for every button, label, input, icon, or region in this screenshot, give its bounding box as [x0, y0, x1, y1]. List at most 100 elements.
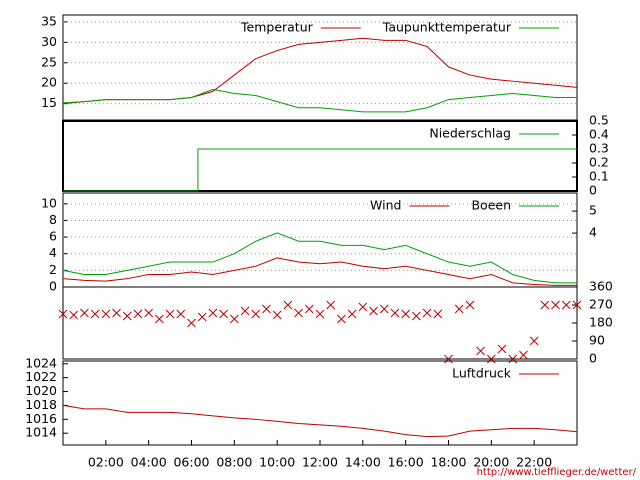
y2-tick-label: 5	[589, 203, 597, 218]
x-tick-label: 14:00	[345, 455, 381, 470]
scatter-point	[326, 300, 336, 310]
x-tick-label: 04:00	[131, 455, 167, 470]
scatter-point	[165, 309, 175, 319]
scatter-point	[519, 350, 528, 360]
scatter-point	[465, 300, 475, 310]
y2-tick-label: 4	[589, 225, 597, 240]
scatter-point	[551, 300, 560, 310]
y2-tick-label: 270	[589, 297, 613, 312]
scatter-point	[358, 302, 368, 312]
scatter-point	[508, 354, 518, 364]
y-tick-label: 4	[49, 245, 57, 260]
scatter-point	[497, 344, 507, 354]
scatter-point	[304, 304, 314, 314]
y-tick-label: 1020	[25, 383, 57, 398]
y-tick-label: 8	[49, 212, 57, 227]
y2-tick-label: 0.1	[589, 169, 609, 184]
scatter-point	[369, 306, 378, 316]
y-tick-label: 10	[41, 195, 57, 210]
scatter-point	[176, 309, 186, 319]
scatter-point	[208, 308, 218, 318]
y-tick-label: 30	[41, 34, 57, 49]
y-tick-label: 15	[41, 95, 57, 110]
series-line	[62, 257, 577, 286]
legend-label: Boeen	[471, 198, 511, 213]
scatter-point	[412, 311, 421, 321]
scatter-point	[155, 314, 164, 324]
scatter-point	[58, 309, 68, 319]
scatter-point	[187, 318, 196, 328]
scatter-point	[80, 308, 89, 318]
y2-tick-label: 0.2	[589, 155, 609, 170]
scatter-point	[240, 306, 250, 316]
scatter-point	[315, 309, 325, 319]
y-tick-label: 1024	[25, 355, 57, 370]
scatter-point	[390, 308, 400, 318]
y2-tick-label: 360	[589, 279, 613, 294]
panel-frame	[62, 120, 578, 192]
scatter-point	[572, 300, 582, 310]
scatter-point	[347, 309, 357, 319]
scatter-point	[529, 336, 539, 346]
y2-tick-label: 180	[589, 315, 613, 330]
y-tick-label: 0	[49, 279, 57, 294]
series-line	[62, 404, 578, 438]
x-tick-label: 10:00	[259, 455, 295, 470]
y2-tick-label: 0.3	[589, 141, 609, 156]
series-line	[62, 88, 577, 113]
scatter-point	[401, 309, 411, 319]
y2-tick-label: 0.5	[589, 113, 609, 128]
y-tick-label: 20	[41, 75, 57, 90]
y2-tick-label: 0	[589, 183, 597, 198]
scatter-point	[444, 354, 453, 364]
y-tick-label: 6	[49, 229, 57, 244]
scatter-point	[251, 309, 261, 319]
y-tick-label: 2	[49, 262, 57, 277]
y2-tick-label: 90	[589, 333, 605, 348]
y2-tick-label: 0	[589, 351, 597, 366]
scatter-point	[561, 300, 571, 310]
y-tick-label: 1014	[25, 425, 57, 440]
scatter-point	[294, 308, 303, 318]
scatter-point	[486, 354, 496, 364]
x-tick-label: 18:00	[430, 455, 466, 470]
scatter-point	[219, 309, 228, 319]
series-line	[62, 37, 578, 105]
legend-label: Taupunkttemperatur	[382, 20, 512, 35]
legend-label: Niederschlag	[429, 126, 511, 141]
y-tick-label: 35	[41, 13, 57, 28]
scatter-point	[133, 309, 143, 319]
x-tick-label: 20:00	[473, 455, 509, 470]
x-tick-label: 02:00	[88, 455, 124, 470]
legend-label: Luftdruck	[452, 366, 512, 381]
panel-frame	[62, 286, 578, 360]
scatter-point	[540, 300, 550, 310]
source-url: http://www.tiefflieger.de/wetter/	[477, 467, 637, 478]
x-tick-label: 22:00	[516, 455, 552, 470]
scatter-point	[144, 308, 154, 318]
scatter-point	[476, 346, 485, 356]
x-tick-label: 08:00	[216, 455, 252, 470]
scatter-point	[69, 310, 79, 320]
y-tick-label: 1022	[25, 369, 57, 384]
scatter-point	[337, 314, 346, 324]
x-tick-label: 16:00	[388, 455, 424, 470]
scatter-point	[229, 314, 239, 324]
scatter-point	[122, 311, 132, 321]
series-line	[63, 148, 577, 192]
x-tick-label: 12:00	[302, 455, 338, 470]
scatter-point	[283, 300, 293, 310]
scatter-point	[197, 312, 207, 322]
y-tick-label: 1016	[25, 411, 57, 426]
scatter-point	[90, 309, 100, 319]
scatter-point	[422, 308, 432, 318]
scatter-point	[454, 304, 464, 314]
scatter-point	[101, 309, 111, 319]
series-line	[62, 232, 577, 284]
y2-tick-label: 0.4	[589, 127, 609, 142]
scatter-point	[262, 304, 271, 314]
legend-label: Wind	[370, 198, 401, 213]
scatter-point	[433, 309, 443, 319]
legend-label: Temperatur	[240, 20, 314, 35]
